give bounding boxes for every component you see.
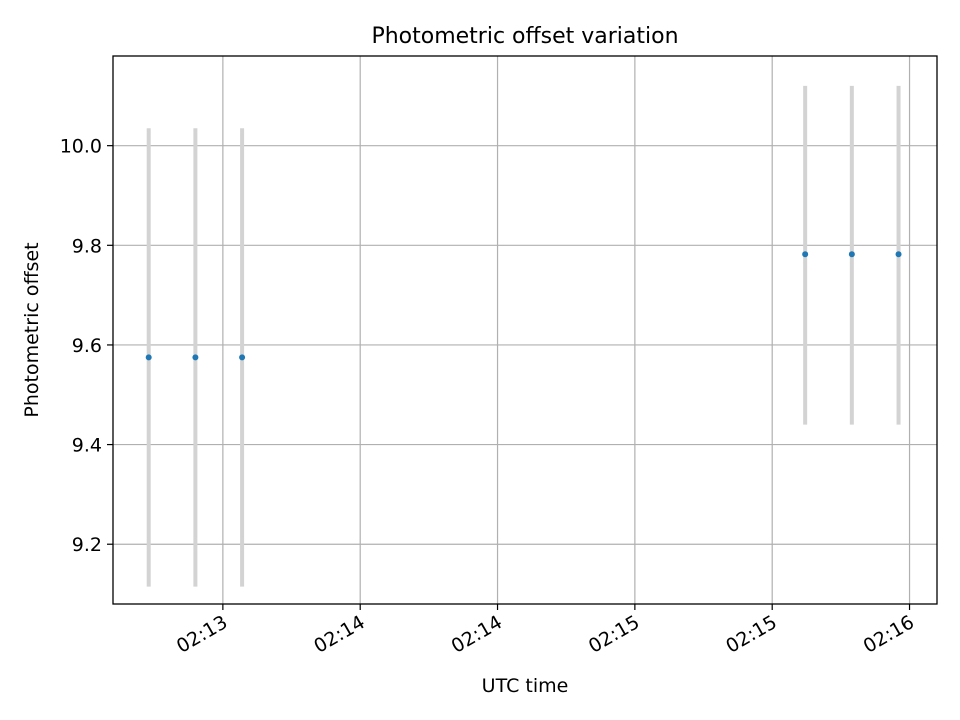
y-tick-label: 9.4: [72, 435, 102, 457]
y-tick-label: 9.6: [72, 335, 102, 357]
data-point: [848, 251, 855, 258]
x-tick-label: 02:15: [722, 611, 780, 657]
plot-frame: [112, 55, 938, 605]
y-tick-label: 9.8: [72, 235, 102, 257]
y-tick-label: 9.2: [72, 534, 102, 556]
y-axis-label: Photometric offset: [21, 242, 43, 417]
x-tick-label: 02:13: [173, 611, 231, 657]
x-tick-label: 02:16: [860, 611, 918, 657]
data-points: [145, 251, 902, 361]
grid: [113, 56, 937, 604]
data-point: [895, 251, 902, 258]
x-tick-label: 02:14: [310, 611, 368, 657]
data-point: [239, 354, 246, 361]
y-axis: 9.2 9.4 9.6 9.8 10.0: [60, 136, 113, 556]
chart-title: Photometric offset variation: [371, 24, 678, 49]
error-bars: [146, 85, 901, 587]
data-point: [802, 251, 809, 258]
data-point: [145, 354, 152, 361]
x-axis-label: UTC time: [482, 675, 569, 697]
data-point: [192, 354, 199, 361]
y-tick-label: 10.0: [60, 136, 102, 158]
x-tick-label: 02:15: [585, 611, 643, 657]
x-axis: 02:13 02:14 02:14 02:15 02:15 02:16: [173, 604, 918, 658]
x-tick-label: 02:14: [448, 611, 506, 657]
